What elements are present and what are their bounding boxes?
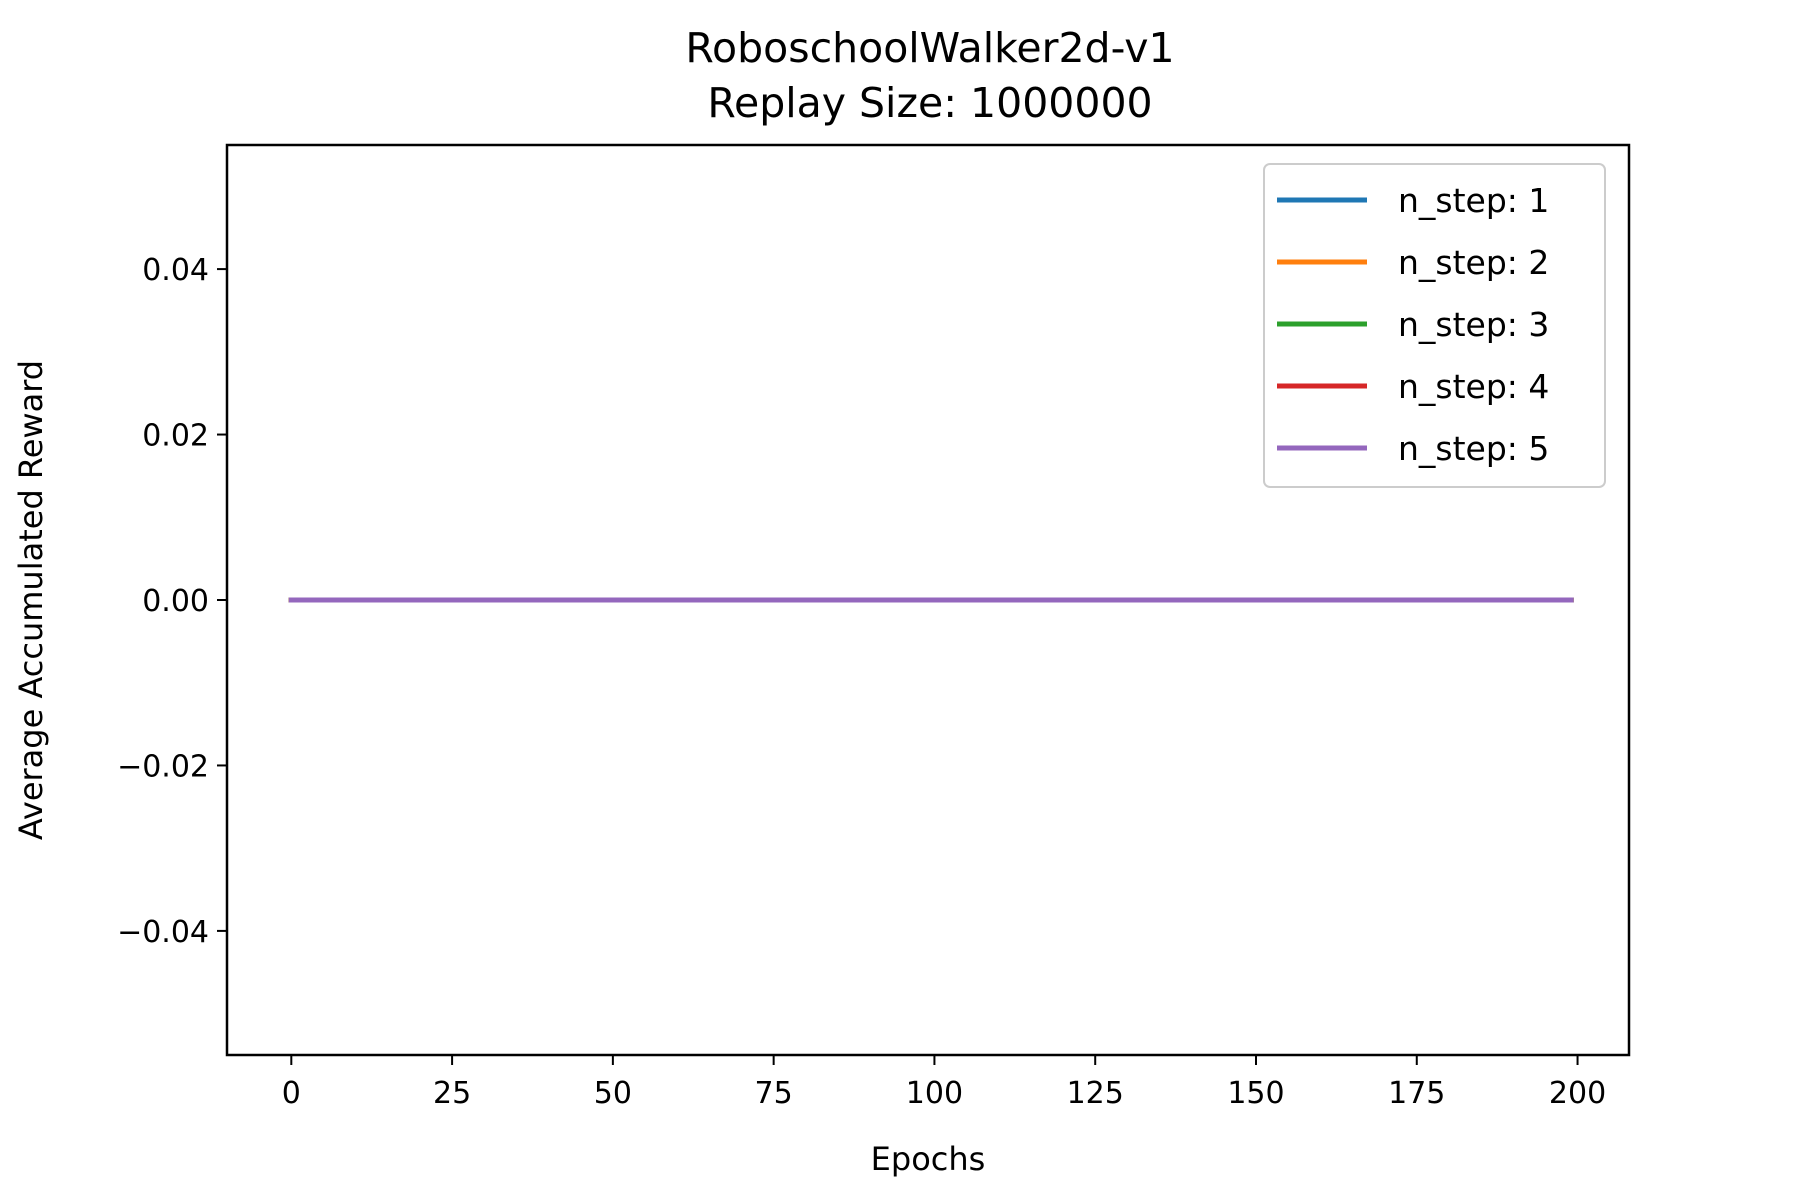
y-axis-ticks: 0.04 0.02 0.00 −0.02 −0.04: [117, 253, 227, 950]
y-tick-label: 0.04: [142, 253, 209, 288]
chart-title-line-1: RoboschoolWalker2d-v1: [685, 24, 1174, 72]
x-tick-label: 175: [1388, 1076, 1445, 1111]
y-tick-label: 0.02: [142, 419, 209, 454]
x-tick-label: 100: [906, 1076, 963, 1111]
x-tick-label: 25: [433, 1076, 471, 1111]
x-tick-label: 150: [1227, 1076, 1284, 1111]
plot-area-frame: [225, 143, 1631, 1057]
y-axis-label: Average Accumulated Reward: [12, 360, 50, 840]
x-tick-label: 50: [594, 1076, 632, 1111]
x-tick-label: 200: [1549, 1076, 1606, 1111]
x-axis-label: Epochs: [871, 1140, 986, 1178]
y-tick-label: −0.04: [117, 915, 209, 950]
x-tick-label: 125: [1067, 1076, 1124, 1111]
x-axis-ticks: 0 25 50 75 100 125 150 175 200: [282, 1055, 1606, 1111]
x-tick-label: 0: [282, 1076, 301, 1111]
legend-label-n-step-1: n_step: 1: [1398, 181, 1549, 220]
legend-label-n-step-4: n_step: 4: [1398, 367, 1549, 406]
legend-label-n-step-2: n_step: 2: [1398, 243, 1549, 282]
legend: n_step: 1 n_step: 2 n_step: 3 n_step: 4 n_st…: [1263, 163, 1606, 488]
x-tick-label: 75: [755, 1076, 793, 1111]
legend-label-n-step-5: n_step: 5: [1398, 429, 1549, 468]
legend-label-n-step-3: n_step: 3: [1398, 305, 1549, 344]
y-tick-label: 0.00: [142, 584, 209, 619]
chart-title-line-2: Replay Size: 1000000: [707, 79, 1152, 127]
legend-box: [1263, 163, 1606, 488]
y-tick-label: −0.02: [117, 749, 209, 784]
